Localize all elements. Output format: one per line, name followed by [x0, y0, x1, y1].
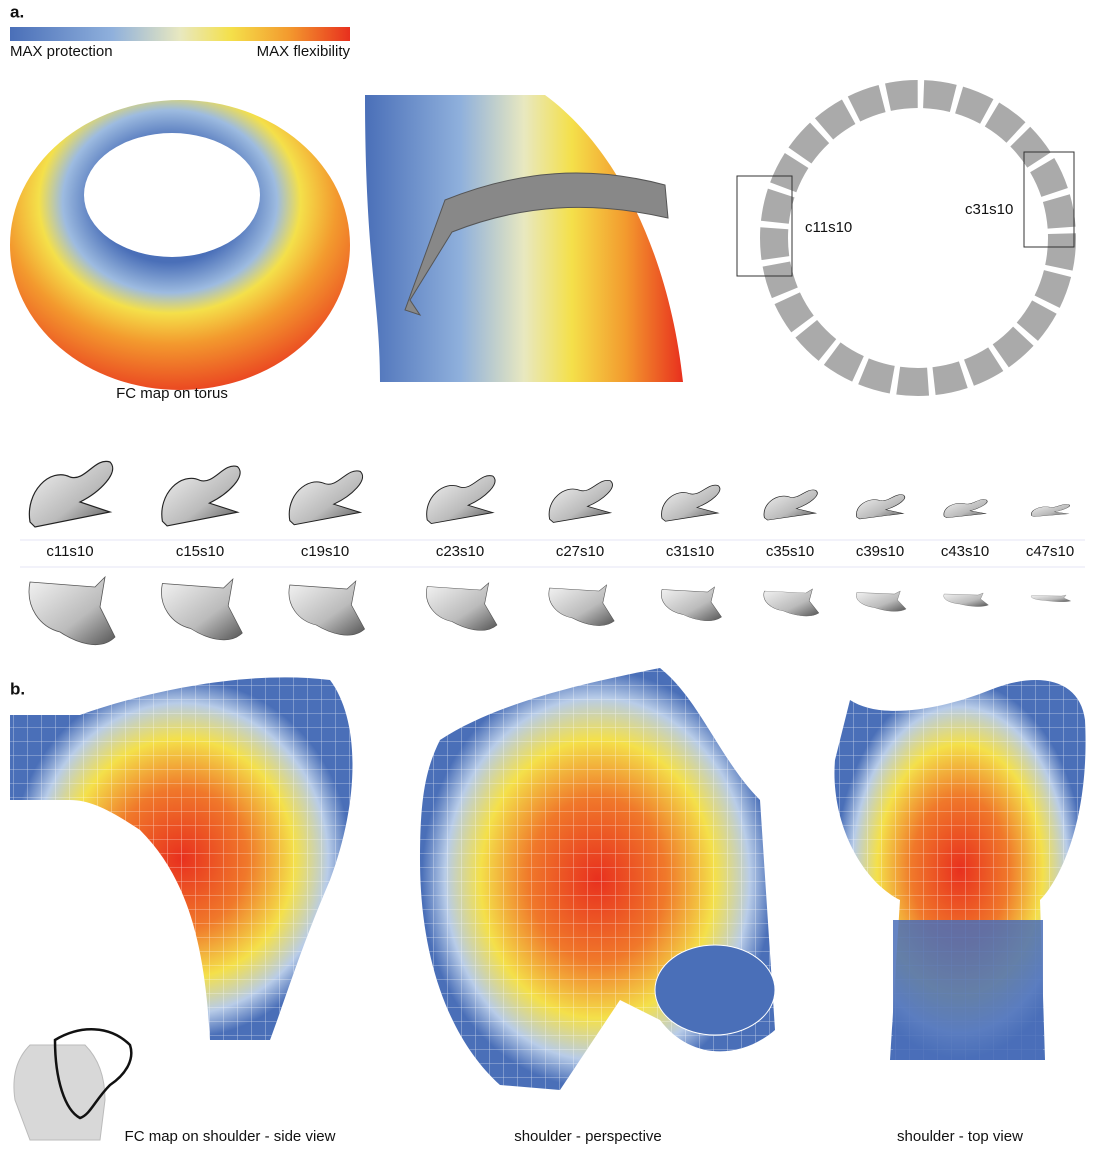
- unit-label: c15s10: [176, 543, 224, 560]
- unit-top: [1031, 504, 1070, 517]
- ring-label: c31s10: [965, 201, 1013, 218]
- caption: FC map on torus: [116, 385, 228, 402]
- unit-top: [161, 465, 241, 527]
- caption: FC map on shoulder - side view: [125, 1128, 336, 1145]
- unit-label: c11s10: [46, 543, 93, 560]
- unit-top: [661, 484, 721, 522]
- unit-label: c35s10: [766, 543, 814, 560]
- unit-label: c31s10: [666, 543, 714, 560]
- unit-label: c43s10: [941, 543, 989, 560]
- caption: shoulder - perspective: [514, 1128, 662, 1145]
- unit-top: [288, 470, 363, 526]
- unit-bottom: [1030, 594, 1071, 602]
- torus-closeup: [365, 95, 683, 382]
- colorbar-min-label: MAX protection: [10, 43, 113, 60]
- unit-label: c23s10: [436, 543, 484, 560]
- shoulder-perspective: [420, 668, 776, 1090]
- torus-hole: [84, 133, 260, 257]
- colorbar: [10, 27, 350, 41]
- unit-bottom: [763, 588, 820, 617]
- fc-map-base: [893, 920, 1043, 1060]
- unit-top: [856, 494, 905, 520]
- unit-label: c27s10: [556, 543, 604, 560]
- shoulder-top: [834, 680, 1086, 1060]
- panel-label: a.: [10, 2, 24, 21]
- unit-row: c11s10 c15s10 c19s10 c23s10 c27s10 c31s10 c35s…: [28, 460, 1074, 645]
- highlight-box: [736, 175, 793, 277]
- unit-bottom: [943, 592, 989, 607]
- colorbar-max-label: MAX flexibility: [257, 43, 351, 60]
- shoulder-side: [10, 677, 353, 1040]
- torso: [13, 1044, 106, 1141]
- caption: shoulder - top view: [897, 1128, 1023, 1145]
- sleeve-opening: [654, 944, 776, 1036]
- unit-label: c47s10: [1026, 543, 1074, 560]
- torso-icon: [13, 1028, 133, 1141]
- mesh: [10, 677, 353, 1040]
- unit-top: [943, 499, 988, 518]
- unit-top: [426, 475, 496, 525]
- unit-label: c39s10: [856, 543, 904, 560]
- ring-closeup: [404, 172, 669, 316]
- ring-label: c11s10: [805, 219, 852, 236]
- unit-bottom: [426, 582, 498, 631]
- unit-top: [548, 480, 613, 523]
- panel-label: b.: [10, 679, 25, 698]
- unit-bottom: [548, 584, 615, 626]
- unit-bottom: [288, 580, 366, 636]
- unit-bottom: [856, 590, 907, 612]
- ring: [760, 80, 1076, 396]
- unit-top: [28, 460, 114, 528]
- outline: [53, 1028, 133, 1120]
- unit-top: [763, 489, 818, 521]
- highlight-box: [1023, 151, 1075, 248]
- unit-bottom: [161, 577, 243, 641]
- unit-bottom: [661, 586, 722, 622]
- unit-label: c19s10: [301, 543, 349, 560]
- unit-bottom: [28, 575, 116, 645]
